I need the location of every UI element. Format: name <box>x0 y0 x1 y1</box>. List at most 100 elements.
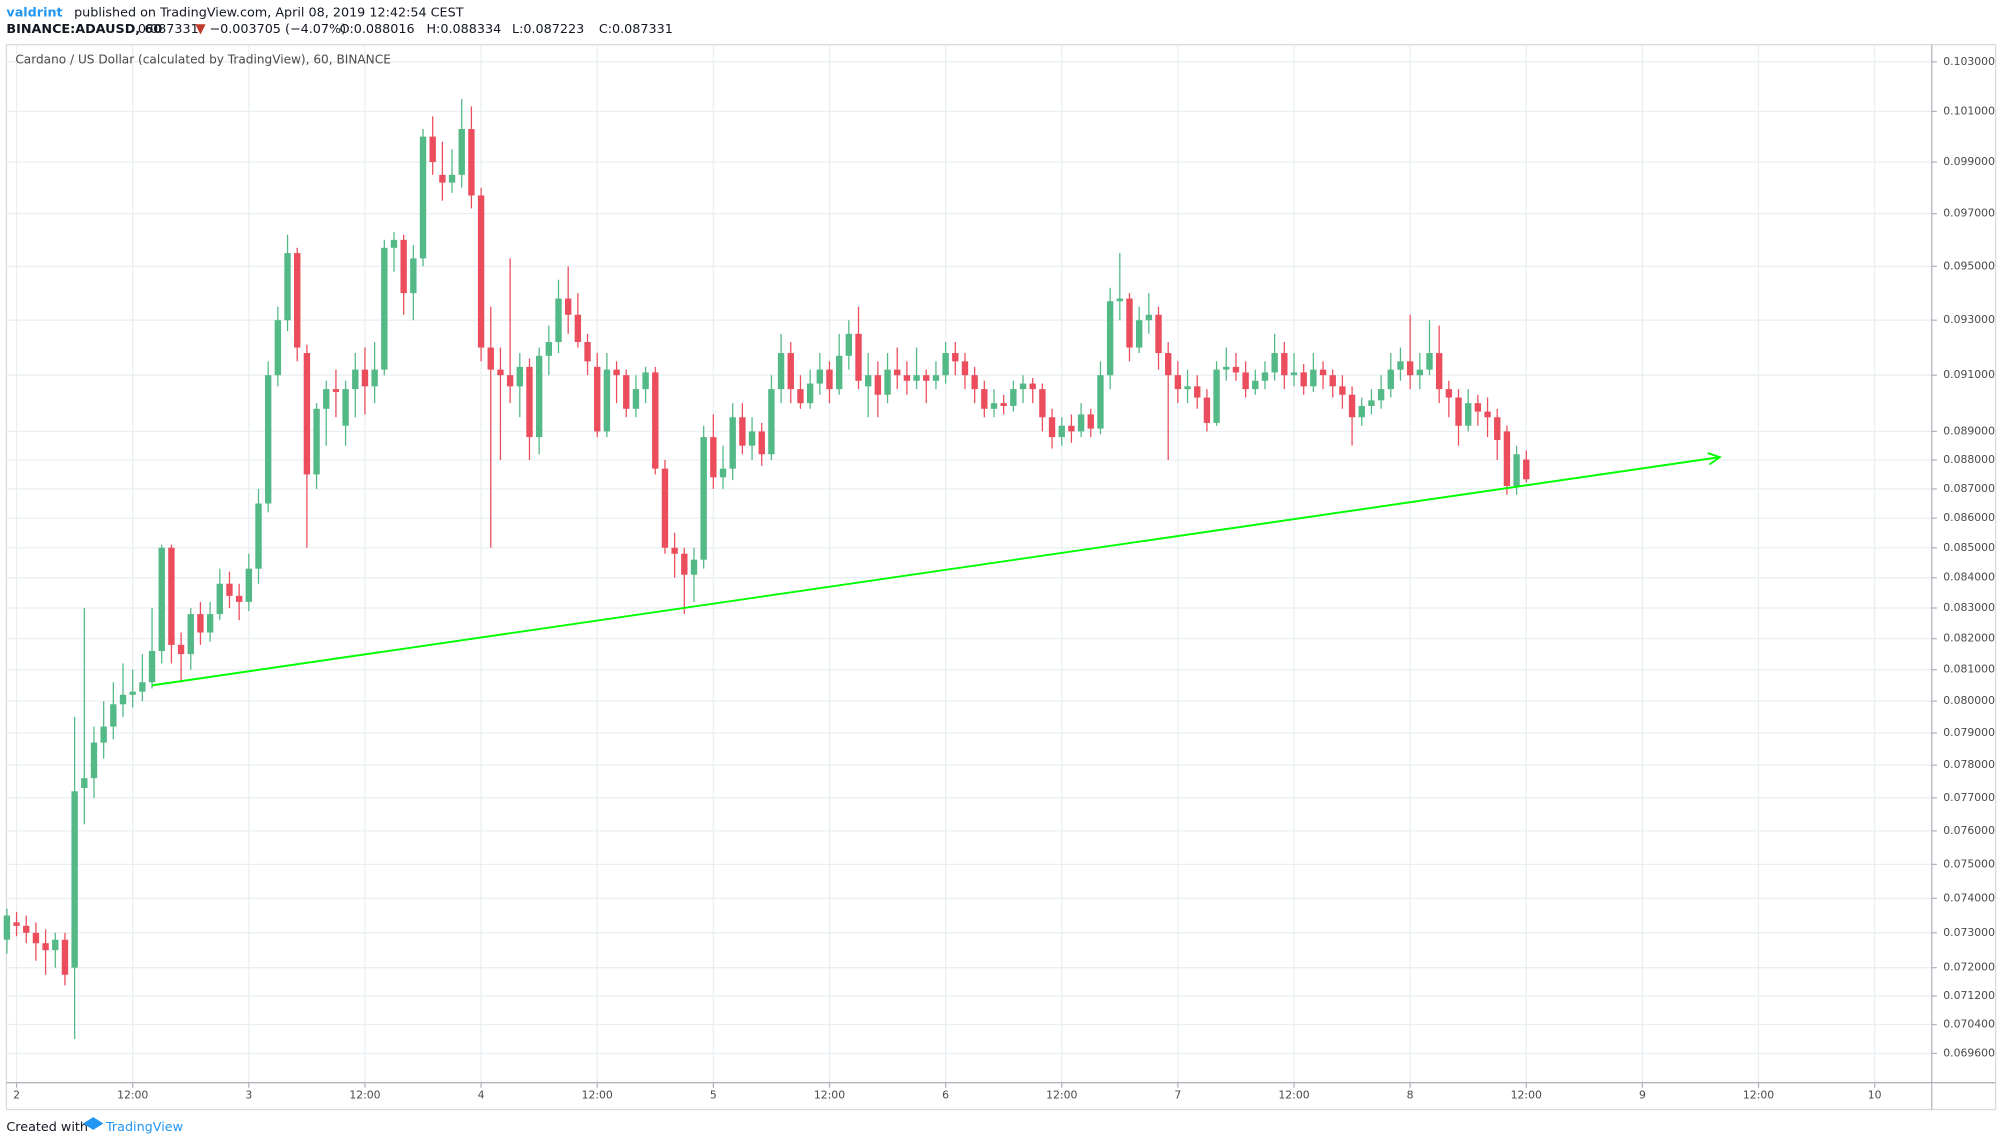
y-tick-label: 0.103000 <box>1943 55 1995 68</box>
candle-body <box>797 389 804 404</box>
candle-body <box>1387 369 1394 390</box>
y-tick-label: 0.079000 <box>1943 726 1995 739</box>
candle-body <box>1465 403 1472 426</box>
candle-body <box>603 369 611 432</box>
candle-body <box>303 353 311 475</box>
candle-body <box>1058 425 1065 438</box>
candle-body <box>971 375 978 390</box>
candle-body <box>642 372 649 390</box>
candle-body <box>1426 353 1433 370</box>
candle-body <box>816 369 823 384</box>
candle-body <box>342 389 349 426</box>
candle-body <box>1377 389 1385 401</box>
y-tick-label: 0.078000 <box>1943 758 1995 771</box>
candle-body <box>1339 386 1346 395</box>
x-tick-label: 12:00 <box>814 1088 845 1101</box>
candle-body <box>555 298 562 343</box>
candle-body <box>1029 383 1036 390</box>
candle-body <box>448 174 456 183</box>
y-tick-label: 0.071200 <box>1943 989 1995 1002</box>
author[interactable]: valdrint <box>6 5 62 20</box>
candle-body <box>1271 353 1278 373</box>
candle-body <box>835 355 843 390</box>
candle-body <box>884 369 891 395</box>
y-tick-label: 0.083000 <box>1943 601 1995 614</box>
candle-body <box>1126 298 1133 348</box>
candle-body <box>32 932 40 944</box>
down-arrow <box>195 24 206 35</box>
candle-body <box>748 431 756 446</box>
high: H:0.088334 <box>426 22 501 37</box>
candle-body <box>758 431 765 455</box>
candle-body <box>361 369 369 387</box>
candle-body <box>961 361 969 376</box>
candle-body <box>1261 372 1269 381</box>
candle-body <box>477 195 485 348</box>
x-tick-label: 3 <box>245 1088 252 1101</box>
candle-body <box>274 320 282 376</box>
candle-body <box>1194 386 1201 398</box>
candle-body <box>139 682 146 692</box>
candle-body <box>419 136 427 259</box>
candle-body <box>990 403 998 409</box>
y-tick-label: 0.082000 <box>1943 632 1995 645</box>
candle-body <box>981 389 988 409</box>
candle-body <box>1348 394 1356 418</box>
candle-body <box>787 353 794 390</box>
candle-body <box>526 366 533 438</box>
candle-body <box>148 651 156 683</box>
x-tick-label: 12:00 <box>1511 1088 1542 1101</box>
y-tick-label: 0.085000 <box>1943 541 1995 554</box>
candle-body <box>371 369 378 387</box>
candle-body <box>158 547 165 652</box>
candle-body <box>100 726 107 743</box>
y-tick-label: 0.093000 <box>1943 313 1995 326</box>
candle-body <box>894 369 901 376</box>
published: published on TradingView.com, April 08, … <box>74 5 464 20</box>
candle-body <box>1223 366 1230 370</box>
candle-body <box>1077 414 1085 432</box>
candle-body <box>932 375 940 381</box>
y-tick-label: 0.099000 <box>1943 155 1995 168</box>
x-tick-label: 12:00 <box>117 1088 148 1101</box>
y-tick-label: 0.081000 <box>1943 663 1995 676</box>
candle-body <box>264 375 272 504</box>
change: −0.003705 (−4.07%) <box>209 22 346 37</box>
x-tick-label: 5 <box>710 1088 717 1101</box>
candle-body <box>3 915 11 940</box>
candle-body <box>719 468 727 478</box>
candle-body <box>61 939 69 975</box>
candle-body <box>584 342 591 362</box>
candle-body <box>826 369 833 390</box>
x-tick-label: 12:00 <box>1046 1088 1077 1101</box>
y-tick-label: 0.077000 <box>1943 791 1995 804</box>
y-tick-label: 0.091000 <box>1943 368 1995 381</box>
y-tick-label: 0.084000 <box>1943 571 1995 584</box>
candle-body <box>903 375 911 381</box>
candle-body <box>1252 380 1259 390</box>
candle-body <box>681 553 688 575</box>
candle-body <box>42 943 49 951</box>
candle-body <box>1435 353 1443 390</box>
candle-body <box>197 614 204 633</box>
candle-body <box>487 347 494 370</box>
candle-body <box>1281 353 1288 376</box>
y-tick-label: 0.095000 <box>1943 259 1995 272</box>
y-tick-label: 0.076000 <box>1943 824 1995 837</box>
candle-body <box>865 375 872 387</box>
candle-body <box>1310 369 1317 387</box>
y-tick-label: 0.097000 <box>1943 207 1995 220</box>
candle-body <box>1513 454 1520 487</box>
footer-brand[interactable]: TradingView <box>105 1120 183 1135</box>
candle-body <box>226 583 233 596</box>
x-tick-label: 8 <box>1407 1088 1414 1101</box>
candle-body <box>652 372 659 469</box>
candle-body <box>400 239 407 294</box>
candle-body <box>952 353 959 362</box>
candle-body <box>739 417 746 446</box>
x-tick-label: 12:00 <box>1278 1088 1309 1101</box>
candle-body <box>1135 320 1143 348</box>
candle-body <box>497 369 504 376</box>
candle-body <box>1106 301 1114 376</box>
